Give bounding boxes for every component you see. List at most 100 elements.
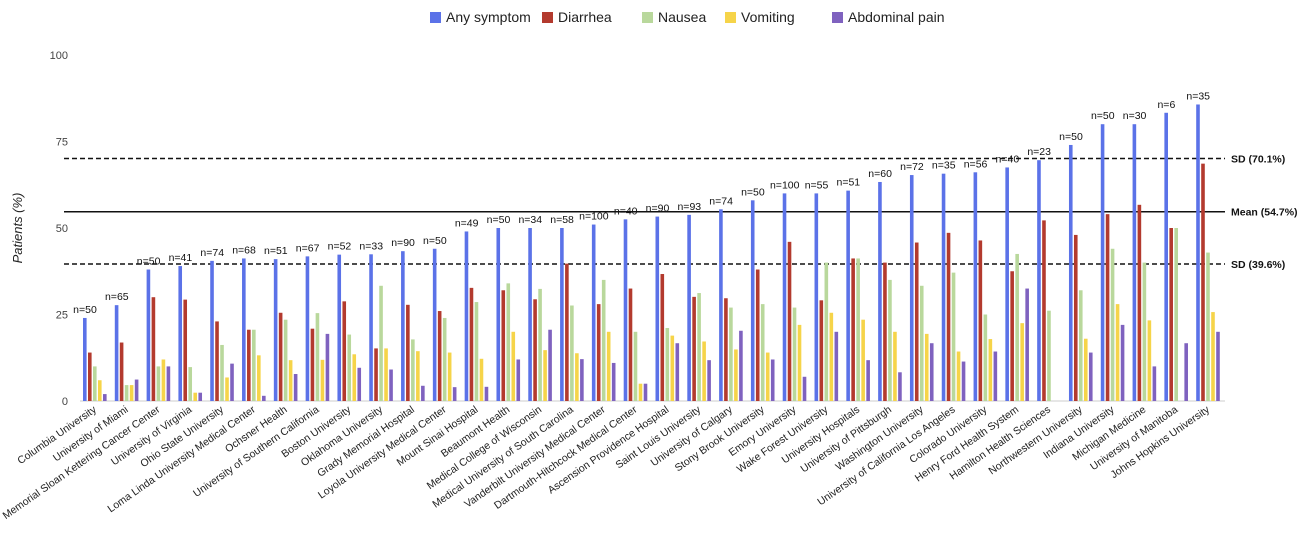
- bar: [692, 296, 696, 401]
- bar: [702, 341, 706, 401]
- bar: [134, 379, 139, 401]
- bar: [660, 274, 665, 401]
- n-label: n=33: [359, 240, 383, 252]
- bar: [288, 360, 293, 401]
- bar: [1068, 144, 1073, 401]
- bar: [242, 258, 246, 401]
- bar: [628, 288, 633, 401]
- n-label: n=30: [1123, 110, 1147, 122]
- bar: [151, 297, 156, 401]
- bar: [1184, 343, 1188, 401]
- y-tick-label: 25: [56, 310, 68, 322]
- bar: [161, 359, 166, 401]
- bar: [198, 392, 203, 401]
- n-label: n=50: [73, 304, 97, 316]
- n-label: n=60: [868, 168, 892, 180]
- bar: [665, 327, 670, 401]
- n-label: n=100: [579, 211, 609, 223]
- bar: [929, 343, 934, 401]
- bar: [792, 307, 797, 401]
- bar: [225, 377, 229, 401]
- bar: [1216, 331, 1220, 401]
- bar: [1115, 304, 1120, 401]
- bar: [575, 353, 579, 401]
- bar: [919, 285, 924, 401]
- bar: [623, 219, 628, 401]
- bar: [1005, 167, 1009, 401]
- bar: [973, 172, 978, 401]
- bar: [543, 350, 547, 401]
- n-label: n=90: [391, 237, 415, 249]
- bar: [787, 241, 792, 401]
- reference-line-label: Mean (54.7%): [1231, 207, 1298, 219]
- bar: [560, 228, 564, 401]
- bar: [601, 279, 606, 401]
- bar: [310, 328, 315, 401]
- bar: [283, 319, 288, 401]
- n-label: n=56: [964, 158, 988, 170]
- bar: [909, 175, 914, 401]
- bar: [501, 290, 506, 401]
- bar: [898, 372, 902, 401]
- bar: [447, 352, 452, 401]
- bar: [474, 302, 479, 401]
- n-label: n=23: [1027, 146, 1051, 158]
- bar: [469, 287, 474, 401]
- bar: [655, 216, 660, 401]
- bar: [389, 369, 393, 401]
- bar: [293, 374, 298, 401]
- bar: [819, 300, 824, 401]
- legend-label: Any symptom: [446, 9, 531, 25]
- reference-lines: SD (70.1%) Mean (54.7%) SD (39.6%): [64, 153, 1298, 271]
- bar: [596, 304, 601, 401]
- bar: [1100, 124, 1105, 401]
- bar: [670, 335, 675, 401]
- bar: [129, 385, 134, 401]
- bar: [342, 301, 347, 401]
- n-label: n=67: [296, 242, 320, 254]
- bar: [98, 380, 102, 401]
- bar: [273, 259, 278, 401]
- n-label: n=50: [741, 186, 765, 198]
- bar: [193, 392, 198, 401]
- bar: [633, 331, 638, 401]
- bar: [1015, 253, 1019, 401]
- bar: [442, 317, 447, 401]
- bar: [421, 385, 425, 401]
- bar: [951, 272, 956, 401]
- bar: [1105, 214, 1110, 401]
- bar: [687, 214, 691, 401]
- bar: [851, 258, 855, 401]
- n-label: n=40: [614, 205, 638, 217]
- n-labels: n=50 n=65 n=50 n=41 n=74 n=68 n=51 n=67 n=52 n=33…: [73, 90, 1210, 315]
- reference-line-label: SD (39.6%): [1231, 259, 1285, 271]
- bar: [565, 263, 569, 401]
- bar: [83, 317, 87, 401]
- bar: [606, 331, 611, 401]
- n-label: n=51: [264, 245, 288, 257]
- n-label: n=6: [1157, 99, 1175, 111]
- bar: [580, 359, 584, 401]
- bar: [1083, 338, 1088, 401]
- n-label: n=50: [423, 235, 447, 247]
- n-label: n=68: [232, 244, 256, 256]
- bar: [1037, 160, 1041, 401]
- bar: [1132, 124, 1137, 401]
- y-tick-label: 50: [56, 223, 68, 235]
- bar: [479, 358, 484, 401]
- bar: [528, 228, 532, 401]
- bar: [888, 279, 892, 401]
- n-label: n=41: [169, 252, 193, 264]
- bars: [80, 104, 1225, 402]
- bar: [496, 228, 501, 401]
- bar: [760, 304, 765, 401]
- n-label: n=50: [1091, 110, 1115, 122]
- bar: [305, 256, 310, 401]
- bar: [347, 334, 352, 401]
- bar: [829, 312, 834, 401]
- bar: [252, 329, 256, 401]
- bar: [834, 331, 839, 401]
- bar: [1164, 112, 1168, 402]
